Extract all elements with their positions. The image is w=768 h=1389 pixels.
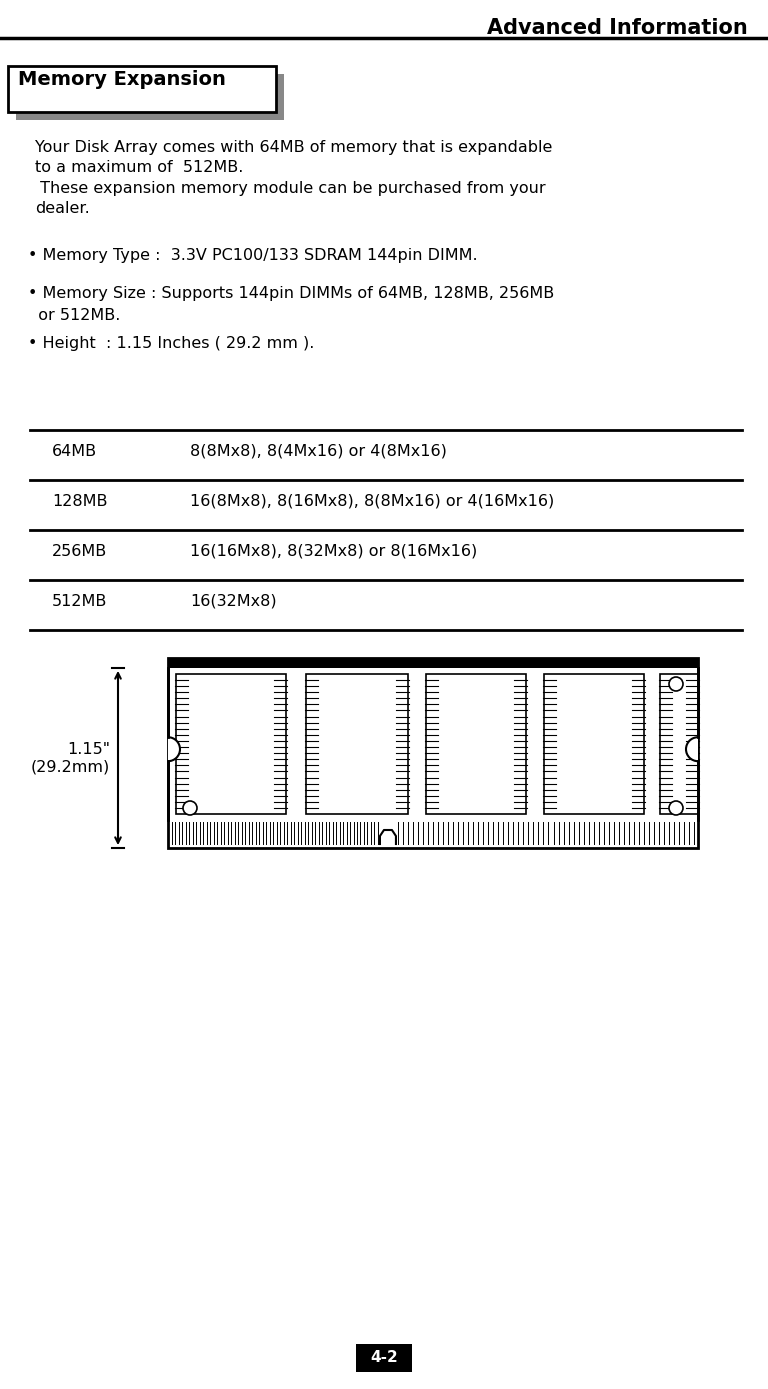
Text: • Memory Size : Supports 144pin DIMMs of 64MB, 128MB, 256MB: • Memory Size : Supports 144pin DIMMs of… [28,286,554,301]
Text: Memory Expansion: Memory Expansion [18,69,226,89]
Bar [306,674,408,814]
Bar [660,674,698,814]
Text: 1.15"
(29.2mm): 1.15" (29.2mm) [31,742,110,774]
Circle shape [669,676,683,690]
Circle shape [669,801,683,815]
Text: 16(32Mx8): 16(32Mx8) [190,594,276,608]
Text: • Memory Type :  3.3V PC100/133 SDRAM 144pin DIMM.: • Memory Type : 3.3V PC100/133 SDRAM 144… [28,249,478,263]
Bar [176,674,286,814]
Bar [8,67,276,113]
Text: 8(8Mx8), 8(4Mx16) or 4(8Mx16): 8(8Mx8), 8(4Mx16) or 4(8Mx16) [190,444,447,458]
Bar [356,1345,412,1372]
Text: Your Disk Array comes with 64MB of memory that is expandable
to a maximum of  51: Your Disk Array comes with 64MB of memor… [35,140,552,217]
Text: 64MB: 64MB [52,444,97,458]
Bar [16,74,284,119]
Text: Advanced Information: Advanced Information [487,18,748,38]
Bar [426,674,526,814]
Text: 16(8Mx8), 8(16Mx8), 8(8Mx16) or 4(16Mx16): 16(8Mx8), 8(16Mx8), 8(8Mx16) or 4(16Mx16… [190,494,554,508]
Text: 128MB: 128MB [52,494,108,508]
Text: • Height  : 1.15 Inches ( 29.2 mm ).: • Height : 1.15 Inches ( 29.2 mm ). [28,336,314,351]
Text: or 512MB.: or 512MB. [28,308,121,324]
Text: 16(16Mx8), 8(32Mx8) or 8(16Mx16): 16(16Mx8), 8(32Mx8) or 8(16Mx16) [190,544,477,558]
Text: 4-2: 4-2 [370,1350,398,1365]
Text: 512MB: 512MB [52,594,108,608]
Bar [544,674,644,814]
Text: 256MB: 256MB [52,544,108,558]
Circle shape [183,801,197,815]
Bar [168,658,698,849]
Bar [168,658,698,668]
Wedge shape [686,738,698,761]
Wedge shape [168,738,180,761]
